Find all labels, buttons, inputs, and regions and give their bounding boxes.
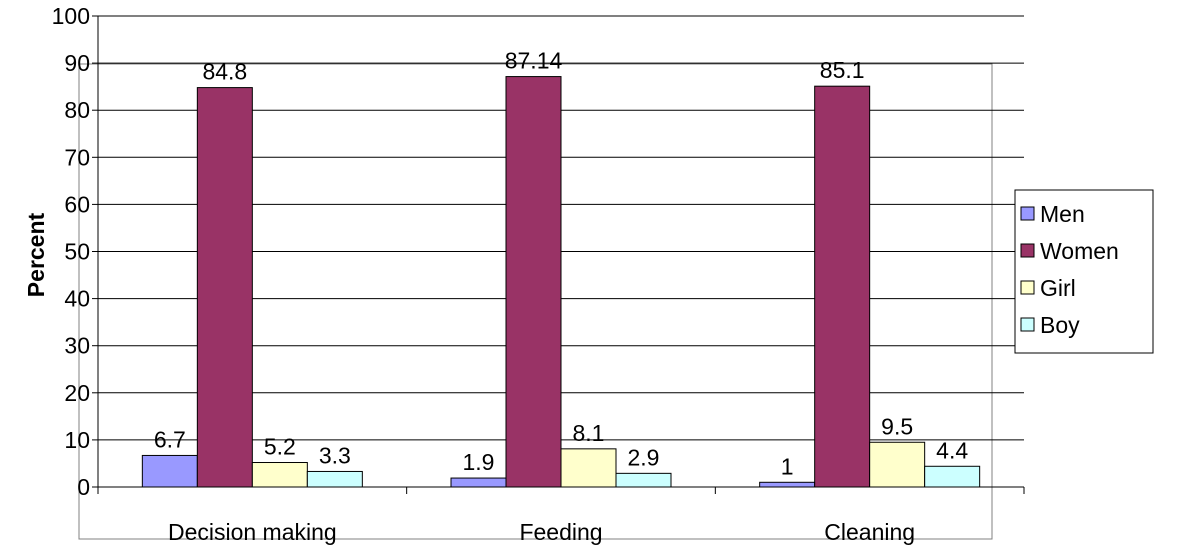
bar-girl-3	[869, 441, 926, 488]
y-tick-labels: 0 10 20 30 40 50 60 70 80 90 100	[52, 3, 90, 500]
legend-swatch-men	[1020, 206, 1035, 221]
y-tick-label: 70	[64, 144, 90, 170]
y-tick-label: 10	[64, 427, 90, 453]
data-label: 8.1	[573, 420, 605, 446]
bar-girl-1	[251, 462, 308, 488]
y-tick-label: 0	[77, 474, 90, 500]
x-tick-label: Cleaning	[824, 519, 915, 545]
y-axis-title: Percent	[23, 212, 49, 297]
data-label: 4.4	[936, 437, 968, 463]
x-tick-labels: Decision making Feeding Cleaning	[168, 519, 915, 545]
legend-box	[1014, 189, 1154, 354]
plot-frame	[78, 63, 993, 540]
bars	[141, 76, 981, 488]
bar-women-2	[505, 76, 562, 488]
y-tick-label: 20	[64, 380, 90, 406]
bar-men-2	[450, 477, 507, 488]
data-label: 1	[781, 453, 794, 479]
bar-women-1	[196, 87, 253, 488]
bar-men-3	[759, 481, 816, 488]
data-label: 6.7	[154, 426, 186, 452]
data-label: 1.9	[463, 449, 495, 475]
y-tick-label: 40	[64, 286, 90, 312]
data-labels: 6.7 84.8 5.2 3.3 1.9 87.14 8.1 2.9 1 85.1 9.5 4.4	[154, 48, 969, 480]
bar-women-3	[814, 85, 871, 488]
x-tick-label: Decision making	[168, 519, 337, 545]
legend-label-girl: Girl	[1040, 275, 1076, 301]
y-tick-label: 80	[64, 97, 90, 123]
legend: Men Women Girl Boy	[1014, 189, 1154, 354]
plot-area-border	[78, 63, 993, 540]
legend-swatch-women	[1020, 243, 1035, 258]
data-label: 3.3	[319, 442, 351, 468]
data-label: 85.1	[820, 57, 865, 83]
data-label: 87.14	[505, 48, 563, 74]
data-label: 2.9	[628, 444, 660, 470]
legend-swatch-girl	[1020, 280, 1035, 295]
y-tick-label: 30	[64, 333, 90, 359]
bar-boy-3	[924, 465, 981, 488]
y-tick-label: 90	[64, 50, 90, 76]
bar-girl-2	[560, 448, 617, 488]
data-label: 84.8	[202, 59, 247, 85]
y-tick-label: 50	[64, 239, 90, 265]
x-tick-label: Feeding	[519, 519, 602, 545]
legend-swatch-boy	[1020, 317, 1035, 332]
legend-label-men: Men	[1040, 201, 1085, 227]
bar-boy-1	[306, 470, 363, 488]
data-label: 5.2	[264, 434, 296, 460]
bar-boy-2	[615, 472, 672, 488]
y-tick-label: 100	[52, 3, 90, 29]
bar-men-1	[141, 454, 198, 488]
legend-label-boy: Boy	[1040, 312, 1080, 338]
legend-label-women: Women	[1040, 238, 1119, 264]
data-label: 9.5	[881, 413, 913, 439]
y-tick-label: 60	[64, 191, 90, 217]
